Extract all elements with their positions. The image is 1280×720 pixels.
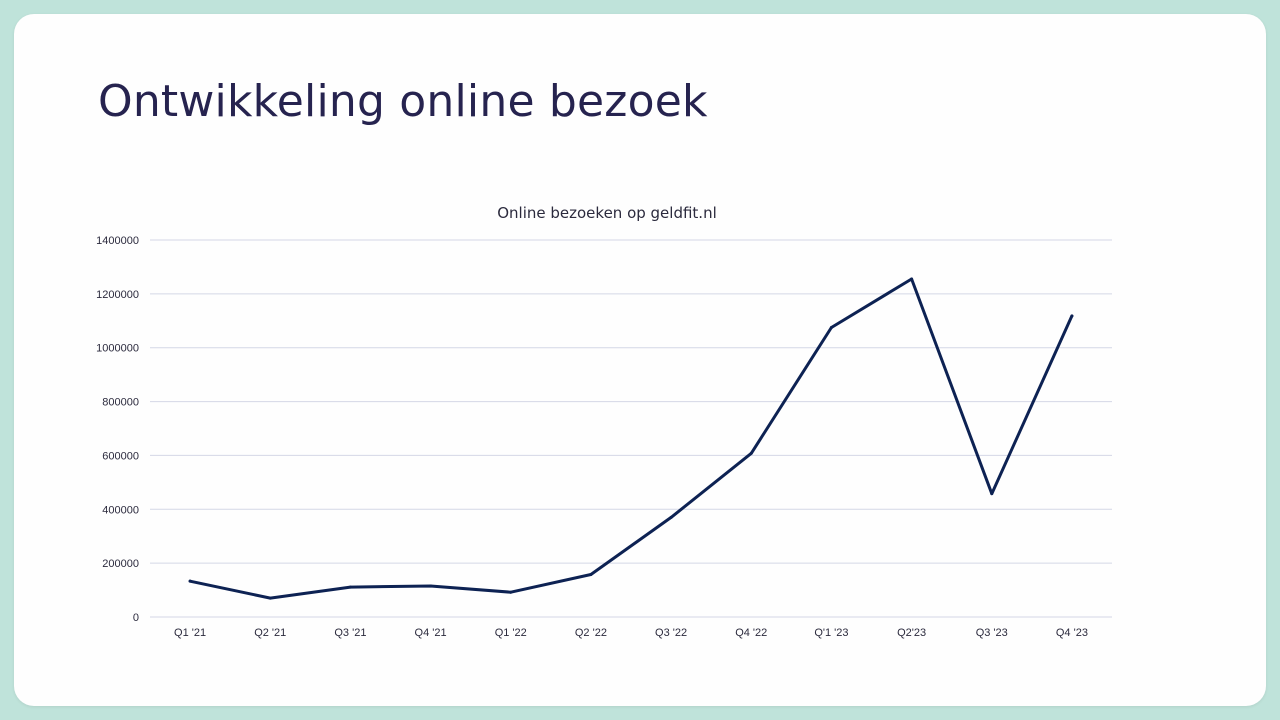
x-tick-label: Q4 '22 [735,627,767,639]
data-point [749,451,753,455]
y-tick-label: 600000 [102,450,139,462]
y-tick-label: 800000 [102,397,139,409]
x-tick-label: Q1 '21 [174,627,206,639]
data-point [990,492,994,496]
chart-title: Online bezoeken op geldfit.nl [497,204,717,222]
x-axis: Q1 '21 Q2 '21 Q3 '21 Q4 '21 Q1 '22 Q2 '22 Q3 '… [174,627,1088,639]
y-tick-label: 1400000 [96,235,139,247]
x-tick-label: Q3 '23 [976,627,1008,639]
x-tick-label: Q4 '23 [1056,627,1088,639]
y-tick-label: 0 [133,612,139,624]
data-point [348,585,352,589]
data-point [589,572,593,576]
data-point [1070,314,1074,318]
data-point [509,590,513,594]
x-tick-label: Q3 '21 [334,627,366,639]
data-point [829,326,833,330]
data-point [188,579,192,583]
slide-title: Ontwikkeling online bezoek [98,76,708,127]
x-tick-label: Q1 '22 [495,627,527,639]
x-tick-label: Q2 '21 [254,627,286,639]
slide: Ontwikkeling online bezoek [14,14,1266,706]
x-tick-label: Q2 '22 [575,627,607,639]
y-tick-label: 1000000 [96,343,139,355]
data-point [429,584,433,588]
x-tick-label: Q3 '22 [655,627,687,639]
x-tick-label: Q'1 '23 [814,627,848,639]
data-point [669,515,673,519]
y-tick-label: 400000 [102,504,139,516]
y-tick-label: 200000 [102,558,139,570]
x-tick-label: Q4 '21 [415,627,447,639]
y-axis: 0 200000 400000 600000 800000 1000000 1200000 1… [96,235,139,624]
series-line [188,277,1074,600]
y-tick-label: 1200000 [96,289,139,301]
series [188,277,1074,600]
data-point [910,277,914,281]
x-tick-label: Q2'23 [897,627,926,639]
gridlines [150,239,1112,618]
data-point [268,596,272,600]
